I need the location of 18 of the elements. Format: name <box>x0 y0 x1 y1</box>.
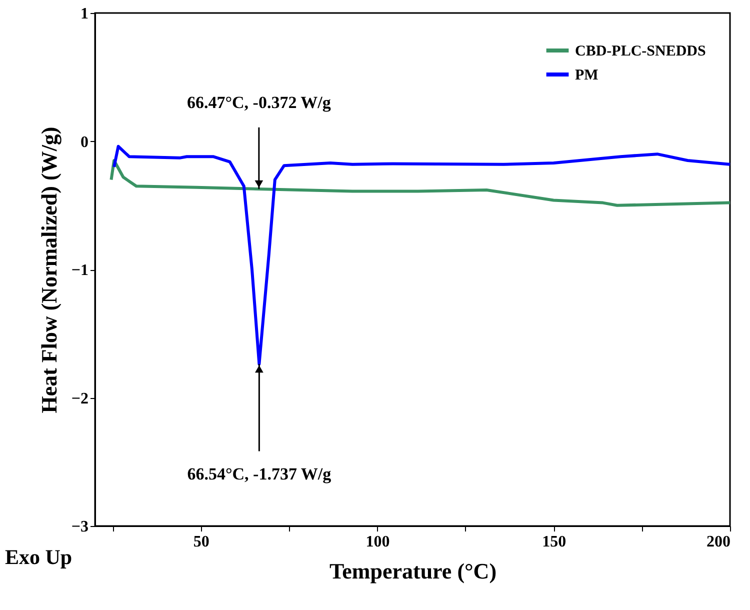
y-axis-title: Heat Flow (Normalized) (W/g) <box>36 126 62 414</box>
x-axis-title: Temperature (°C) <box>329 558 497 584</box>
y-tick-label: −3 <box>71 518 88 536</box>
x-tick-label: 150 <box>542 534 566 550</box>
annotation: 66.54°C, -1.737 W/g <box>187 464 332 484</box>
legend-label: PM <box>575 68 598 84</box>
x-tick-label: 100 <box>366 534 390 550</box>
y-tick-label: 0 <box>80 134 88 151</box>
annotation: 66.47°C, -0.372 W/g <box>186 93 332 112</box>
legend-label: CBD-PLC-SNEDDS <box>575 44 706 60</box>
y-tick-label: −2 <box>71 390 88 408</box>
x-tick-label: 50 <box>193 534 210 550</box>
text: Exo Up <box>5 545 72 569</box>
y-tick-label: −1 <box>71 262 88 279</box>
line-series <box>112 144 732 366</box>
line-series <box>110 158 732 207</box>
y-tick-label: 1 <box>80 6 88 22</box>
x-tick-label: 200 <box>706 534 730 550</box>
